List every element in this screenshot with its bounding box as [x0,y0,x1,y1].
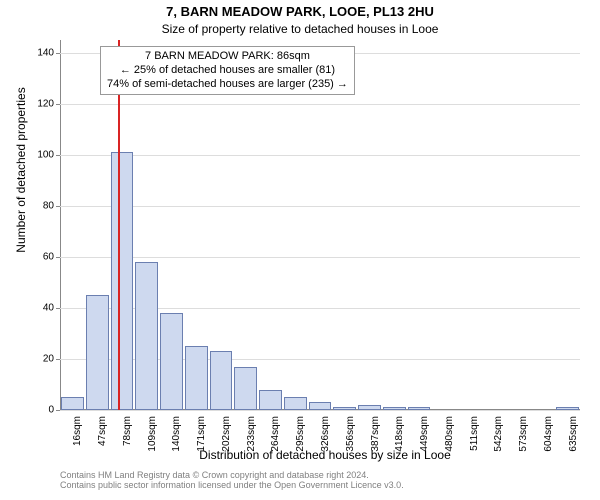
y-axis-label: Number of detached properties [14,20,28,320]
xtick-label: 171sqm [196,416,207,452]
xtick-label: 140sqm [171,416,182,452]
ytick-mark [56,257,60,258]
xtick-label: 109sqm [147,416,158,452]
gridline [60,257,580,258]
histogram-bar [556,407,579,410]
annotation-line3: 74% of semi-detached houses are larger (… [107,78,348,92]
ytick-mark [56,308,60,309]
histogram-bar [210,351,233,410]
xtick-label: 16sqm [72,416,83,446]
gridline [60,410,580,411]
ytick-label: 20 [24,353,54,364]
ytick-mark [56,206,60,207]
x-axis-label: Distribution of detached houses by size … [60,448,590,462]
chart-container: 7, BARN MEADOW PARK, LOOE, PL13 2HU Size… [0,0,600,500]
ytick-mark [56,410,60,411]
xtick-label: 387sqm [370,416,381,452]
ytick-mark [56,53,60,54]
xtick-label: 78sqm [122,416,133,446]
ytick-label: 80 [24,200,54,211]
ytick-label: 140 [24,47,54,58]
xtick-label: 511sqm [469,416,480,451]
xtick-label: 202sqm [221,416,232,452]
histogram-bar [61,397,84,410]
xtick-label: 356sqm [345,416,356,452]
histogram-bar [383,407,406,410]
property-marker-line [118,40,120,410]
xtick-label: 233sqm [246,416,257,452]
ytick-mark [56,359,60,360]
y-axis-line [60,40,61,410]
ytick-label: 40 [24,302,54,313]
gridline [60,155,580,156]
histogram-bar [309,402,332,410]
xtick-label: 604sqm [543,416,554,452]
histogram-bar [111,152,134,410]
histogram-bar [135,262,158,410]
xtick-label: 635sqm [568,416,579,452]
annotation-line1: 7 BARN MEADOW PARK: 86sqm [107,50,348,64]
xtick-label: 264sqm [270,416,281,452]
plot-area: 02040608010012014016sqm47sqm78sqm109sqm1… [60,40,580,410]
chart-title-sub: Size of property relative to detached ho… [0,22,600,36]
ytick-mark [56,155,60,156]
xtick-label: 326sqm [320,416,331,452]
xtick-label: 47sqm [97,416,108,446]
xtick-label: 480sqm [444,416,455,452]
xtick-label: 449sqm [419,416,430,452]
chart-title-main: 7, BARN MEADOW PARK, LOOE, PL13 2HU [0,4,600,19]
histogram-bar [358,405,381,410]
footnote-line2: Contains public sector information licen… [60,480,404,490]
histogram-bar [284,397,307,410]
xtick-label: 573sqm [518,416,529,452]
histogram-bar [408,407,431,410]
ytick-label: 100 [24,149,54,160]
histogram-bar [185,346,208,410]
histogram-bar [86,295,109,410]
gridline [60,104,580,105]
xtick-label: 418sqm [394,416,405,452]
histogram-bar [234,367,257,410]
histogram-bar [259,390,282,410]
histogram-bar [333,407,356,410]
ytick-label: 0 [24,405,54,416]
ytick-mark [56,104,60,105]
footnote: Contains HM Land Registry data © Crown c… [60,470,404,490]
footnote-line1: Contains HM Land Registry data © Crown c… [60,470,404,480]
gridline [60,206,580,207]
xtick-label: 542sqm [493,416,504,452]
ytick-label: 120 [24,98,54,109]
xtick-label: 295sqm [295,416,306,452]
annotation-line2: ← 25% of detached houses are smaller (81… [107,64,348,78]
ytick-label: 60 [24,251,54,262]
histogram-bar [160,313,183,410]
annotation-box: 7 BARN MEADOW PARK: 86sqm← 25% of detach… [100,46,355,95]
